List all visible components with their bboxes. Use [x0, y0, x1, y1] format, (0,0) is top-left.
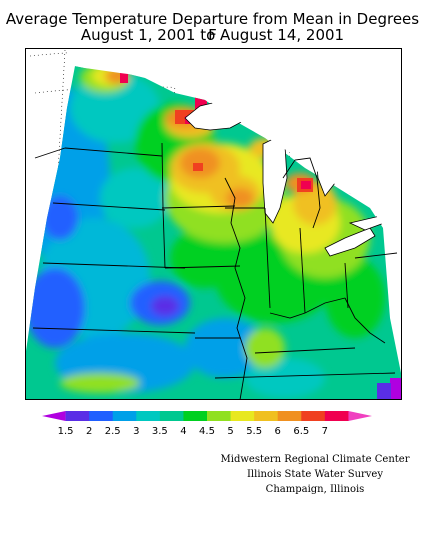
legend-label: 1.5 [58, 426, 74, 437]
credit-organization: Midwestern Regional Climate Center [220, 454, 410, 465]
legend-label: 3 [133, 426, 139, 437]
lakes [65, 48, 402, 257]
legend-label: 6 [275, 426, 281, 437]
legend-swatch [42, 411, 66, 421]
legend-swatch [324, 411, 349, 421]
legend-label: 5.5 [246, 426, 262, 437]
legend-swatch [301, 411, 326, 421]
credit-agency: Illinois State Water Survey [246, 469, 383, 480]
map-title: Average Temperature Departure from Mean … [5, 10, 420, 44]
legend-swatch [348, 411, 372, 421]
legend-swatch [89, 411, 114, 421]
legend-swatch [277, 411, 302, 421]
legend-swatch [65, 411, 90, 421]
map-border [25, 48, 402, 400]
legend-swatch [183, 411, 208, 421]
legend-label: 3.5 [152, 426, 168, 437]
legend-label: 7 [322, 426, 328, 437]
legend-labels: 1.5 2 2.5 3 3.5 4 4.5 5 5.5 6 6.5 7 [58, 426, 328, 437]
map-canvas [25, 48, 402, 400]
legend-label: 5 [227, 426, 233, 437]
legend-label: 4 [180, 426, 186, 437]
legend-label: 6.5 [293, 426, 309, 437]
legend-swatch [207, 411, 232, 421]
legend-swatch [112, 411, 137, 421]
color-legend: 1.5 2 2.5 3 3.5 4 4.5 5 5.5 6 6.5 7 [42, 411, 372, 437]
map-date-range: August 1, 2001 to August 14, 2001 [80, 26, 345, 44]
legend-swatch [159, 411, 184, 421]
credit-location: Champaign, Illinois [265, 484, 365, 495]
legend-label: 2.5 [105, 426, 121, 437]
state-boundaries [32, 142, 398, 400]
legend-bar [42, 411, 372, 421]
legend-swatch [136, 411, 161, 421]
legend-label: 4.5 [199, 426, 215, 437]
legend-swatch [254, 411, 279, 421]
legend-label: 2 [86, 426, 92, 437]
temperature-departure-map [25, 48, 402, 400]
legend-swatch [230, 411, 255, 421]
